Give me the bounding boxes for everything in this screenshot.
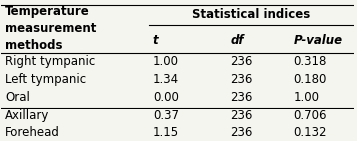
Text: 0.180: 0.180 — [294, 73, 327, 86]
Text: Temperature
measurement
methods: Temperature measurement methods — [5, 5, 96, 52]
Text: 0.706: 0.706 — [294, 109, 327, 122]
Text: 0.00: 0.00 — [153, 91, 179, 104]
Text: 1.15: 1.15 — [153, 126, 179, 139]
Text: Left tympanic: Left tympanic — [5, 73, 86, 86]
Text: Statistical indices: Statistical indices — [192, 8, 311, 21]
Text: 236: 236 — [230, 73, 253, 86]
Text: 0.132: 0.132 — [294, 126, 327, 139]
Text: 236: 236 — [230, 55, 253, 68]
Text: Oral: Oral — [5, 91, 30, 104]
Text: Axillary: Axillary — [5, 109, 49, 122]
Text: P-value: P-value — [294, 34, 343, 47]
Text: t: t — [153, 34, 159, 47]
Text: 236: 236 — [230, 109, 253, 122]
Text: 1.00: 1.00 — [294, 91, 320, 104]
Text: Forehead: Forehead — [5, 126, 60, 139]
Text: 0.37: 0.37 — [153, 109, 179, 122]
Text: df: df — [230, 34, 244, 47]
Text: Right tympanic: Right tympanic — [5, 55, 95, 68]
Text: 1.00: 1.00 — [153, 55, 179, 68]
Text: 236: 236 — [230, 91, 253, 104]
Text: 0.318: 0.318 — [294, 55, 327, 68]
Text: 1.34: 1.34 — [153, 73, 179, 86]
Text: 236: 236 — [230, 126, 253, 139]
